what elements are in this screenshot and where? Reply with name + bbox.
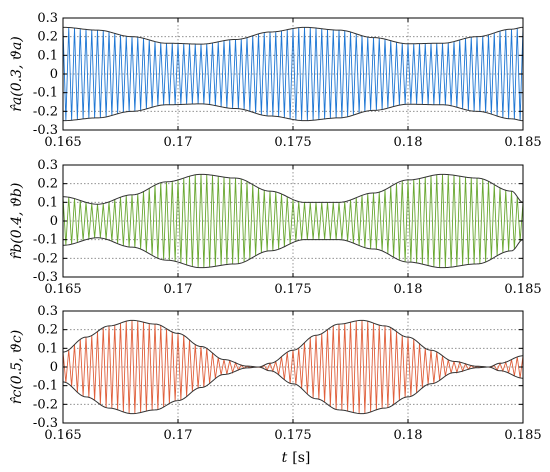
- y-tick-label: 0.1: [37, 341, 58, 356]
- y-tick-label: -0.1: [33, 86, 58, 101]
- x-tick-label: 0.17: [164, 282, 193, 297]
- x-tick-label: 0.175: [274, 428, 311, 443]
- lower-envelope-line: [63, 237, 523, 269]
- y-tick-label: 0.1: [37, 195, 58, 210]
- x-tick-label: 0.185: [504, 135, 541, 150]
- upper-envelope-line: [63, 319, 523, 368]
- y-tick-label: -0.3: [33, 123, 58, 138]
- y-tick-label: 0: [50, 360, 58, 375]
- x-axis-symbol: t: [282, 450, 288, 466]
- x-tick-label: 0.165: [44, 135, 81, 150]
- x-axis-unit: [s]: [292, 450, 310, 466]
- x-tick-label: 0.18: [394, 428, 423, 443]
- panel-1: 0.165 0.17 0.175 0.18 0.185 0.3 0.2 0.1 0 -0.1 -0.…: [9, 11, 542, 150]
- upper-envelope-line: [63, 173, 523, 205]
- panel-3: 0.165 0.17 0.175 0.18 0.185 0.3 0.2 0.1 0 -0.1 -0.…: [9, 304, 542, 443]
- y-tick-label: 0.3: [37, 304, 58, 319]
- y-tick-label: -0.1: [33, 233, 58, 248]
- y-tick-label: 0.2: [37, 30, 58, 45]
- panels: 0.165 0.17 0.175 0.18 0.185 0.3 0.2 0.1 0 -0.1 -0.…: [9, 11, 542, 443]
- y-tick-label: 0.3: [37, 11, 58, 26]
- y-axis-label: r̂a(0.3, ϑa): [9, 36, 25, 111]
- x-tick-label: 0.17: [164, 428, 193, 443]
- x-tick-label: 0.165: [44, 428, 81, 443]
- y-tick-label: -0.2: [33, 104, 58, 119]
- x-tick-label: 0.175: [274, 135, 311, 150]
- y-tick-label: 0: [50, 67, 58, 82]
- x-tick-label: 0.18: [394, 282, 423, 297]
- x-tick-label: 0.185: [504, 282, 541, 297]
- y-axis-label: r̂b(0.4, ϑb): [9, 183, 25, 260]
- y-tick-label: -0.3: [33, 416, 58, 431]
- x-axis-label: t [s]: [282, 450, 311, 466]
- x-tick-label: 0.17: [164, 135, 193, 150]
- y-tick-label: -0.1: [33, 379, 58, 394]
- lower-envelope-line: [63, 366, 523, 415]
- x-tick-label: 0.165: [44, 282, 81, 297]
- x-tick-label: 0.185: [504, 428, 541, 443]
- y-tick-label: -0.3: [33, 270, 58, 285]
- y-tick-label: 0.3: [37, 158, 58, 173]
- upper-envelope-line: [63, 26, 523, 45]
- y-tick-label: 0.1: [37, 48, 58, 63]
- x-tick-label: 0.18: [394, 135, 423, 150]
- x-tick-label: 0.175: [274, 282, 311, 297]
- y-tick-label: 0: [50, 214, 58, 229]
- y-tick-label: 0.2: [37, 177, 58, 192]
- y-axis-label: r̂c(0.5, ϑc): [9, 330, 25, 404]
- y-tick-label: -0.2: [33, 397, 58, 412]
- y-tick-label: 0.2: [37, 323, 58, 338]
- y-tick-label: -0.2: [33, 251, 58, 266]
- panel-2: 0.165 0.17 0.175 0.18 0.185 0.3 0.2 0.1 0 -0.1 -0.…: [9, 158, 542, 297]
- lower-envelope-line: [63, 103, 523, 122]
